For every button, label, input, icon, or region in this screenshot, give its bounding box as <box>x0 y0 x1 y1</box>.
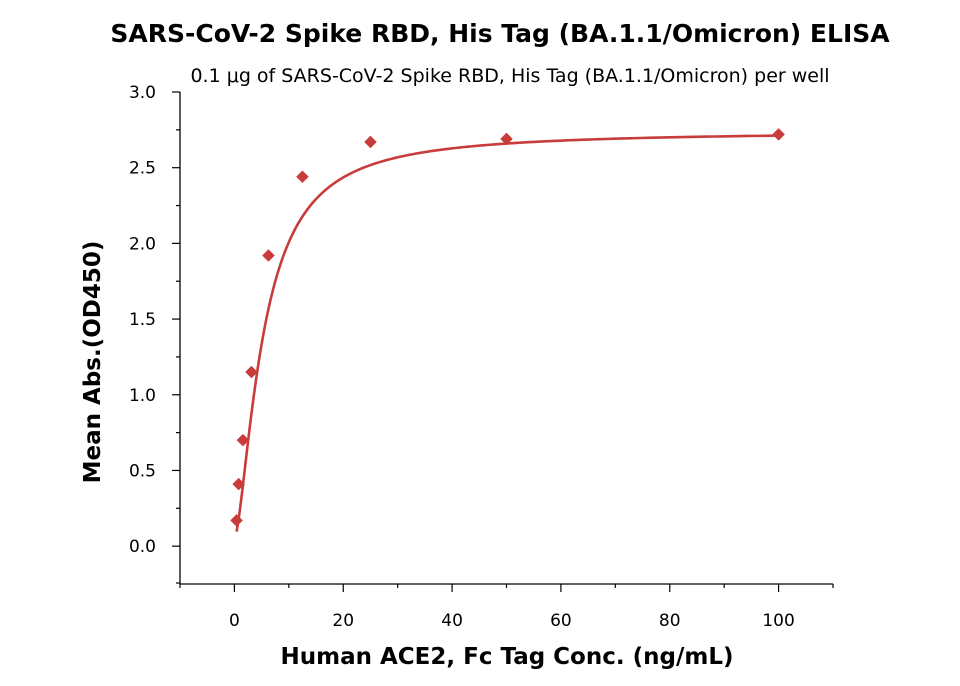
x-tick-label: 20 <box>332 611 354 631</box>
y-tick-label: 2.5 <box>129 159 156 179</box>
x-axis-label: Human ACE2, Fc Tag Conc. (ng/mL) <box>280 644 733 670</box>
y-tick-label: 0.5 <box>129 461 156 481</box>
data-point <box>230 514 243 527</box>
y-tick-label: 0.0 <box>129 537 156 557</box>
x-tick-label: 60 <box>550 611 572 631</box>
x-tick-label: 80 <box>659 611 681 631</box>
fit-curve-group <box>235 134 779 532</box>
data-points <box>230 128 785 527</box>
data-point <box>262 249 275 262</box>
y-tick-label: 2.0 <box>129 234 156 254</box>
data-point <box>500 132 513 146</box>
data-point <box>232 477 246 491</box>
x-axis-ticks: 0 20 40 60 80 100 <box>179 584 834 631</box>
data-point <box>296 170 309 184</box>
chart-title: SARS-CoV-2 Spike RBD, His Tag (BA.1.1/Om… <box>110 19 890 48</box>
y-tick-label: 1.0 <box>129 386 156 406</box>
x-tick-label: 100 <box>762 611 794 631</box>
data-point <box>364 135 377 149</box>
y-axis-ticks: 0.0 0.5 1.0 1.5 2.0 2.5 3.0 <box>129 83 180 584</box>
x-tick-label: 40 <box>441 611 463 631</box>
data-point <box>772 128 785 141</box>
data-point <box>236 433 250 447</box>
fit-curve <box>235 134 779 532</box>
axes <box>179 92 833 585</box>
x-tick-label: 0 <box>229 611 240 631</box>
y-tick-label: 1.5 <box>129 310 156 330</box>
chart-subtitle: 0.1 μg of SARS-CoV-2 Spike RBD, His Tag … <box>190 65 829 87</box>
data-point <box>245 365 258 379</box>
y-axis-label: Mean Abs.(OD450) <box>80 241 106 484</box>
y-tick-label: 3.0 <box>129 83 156 103</box>
